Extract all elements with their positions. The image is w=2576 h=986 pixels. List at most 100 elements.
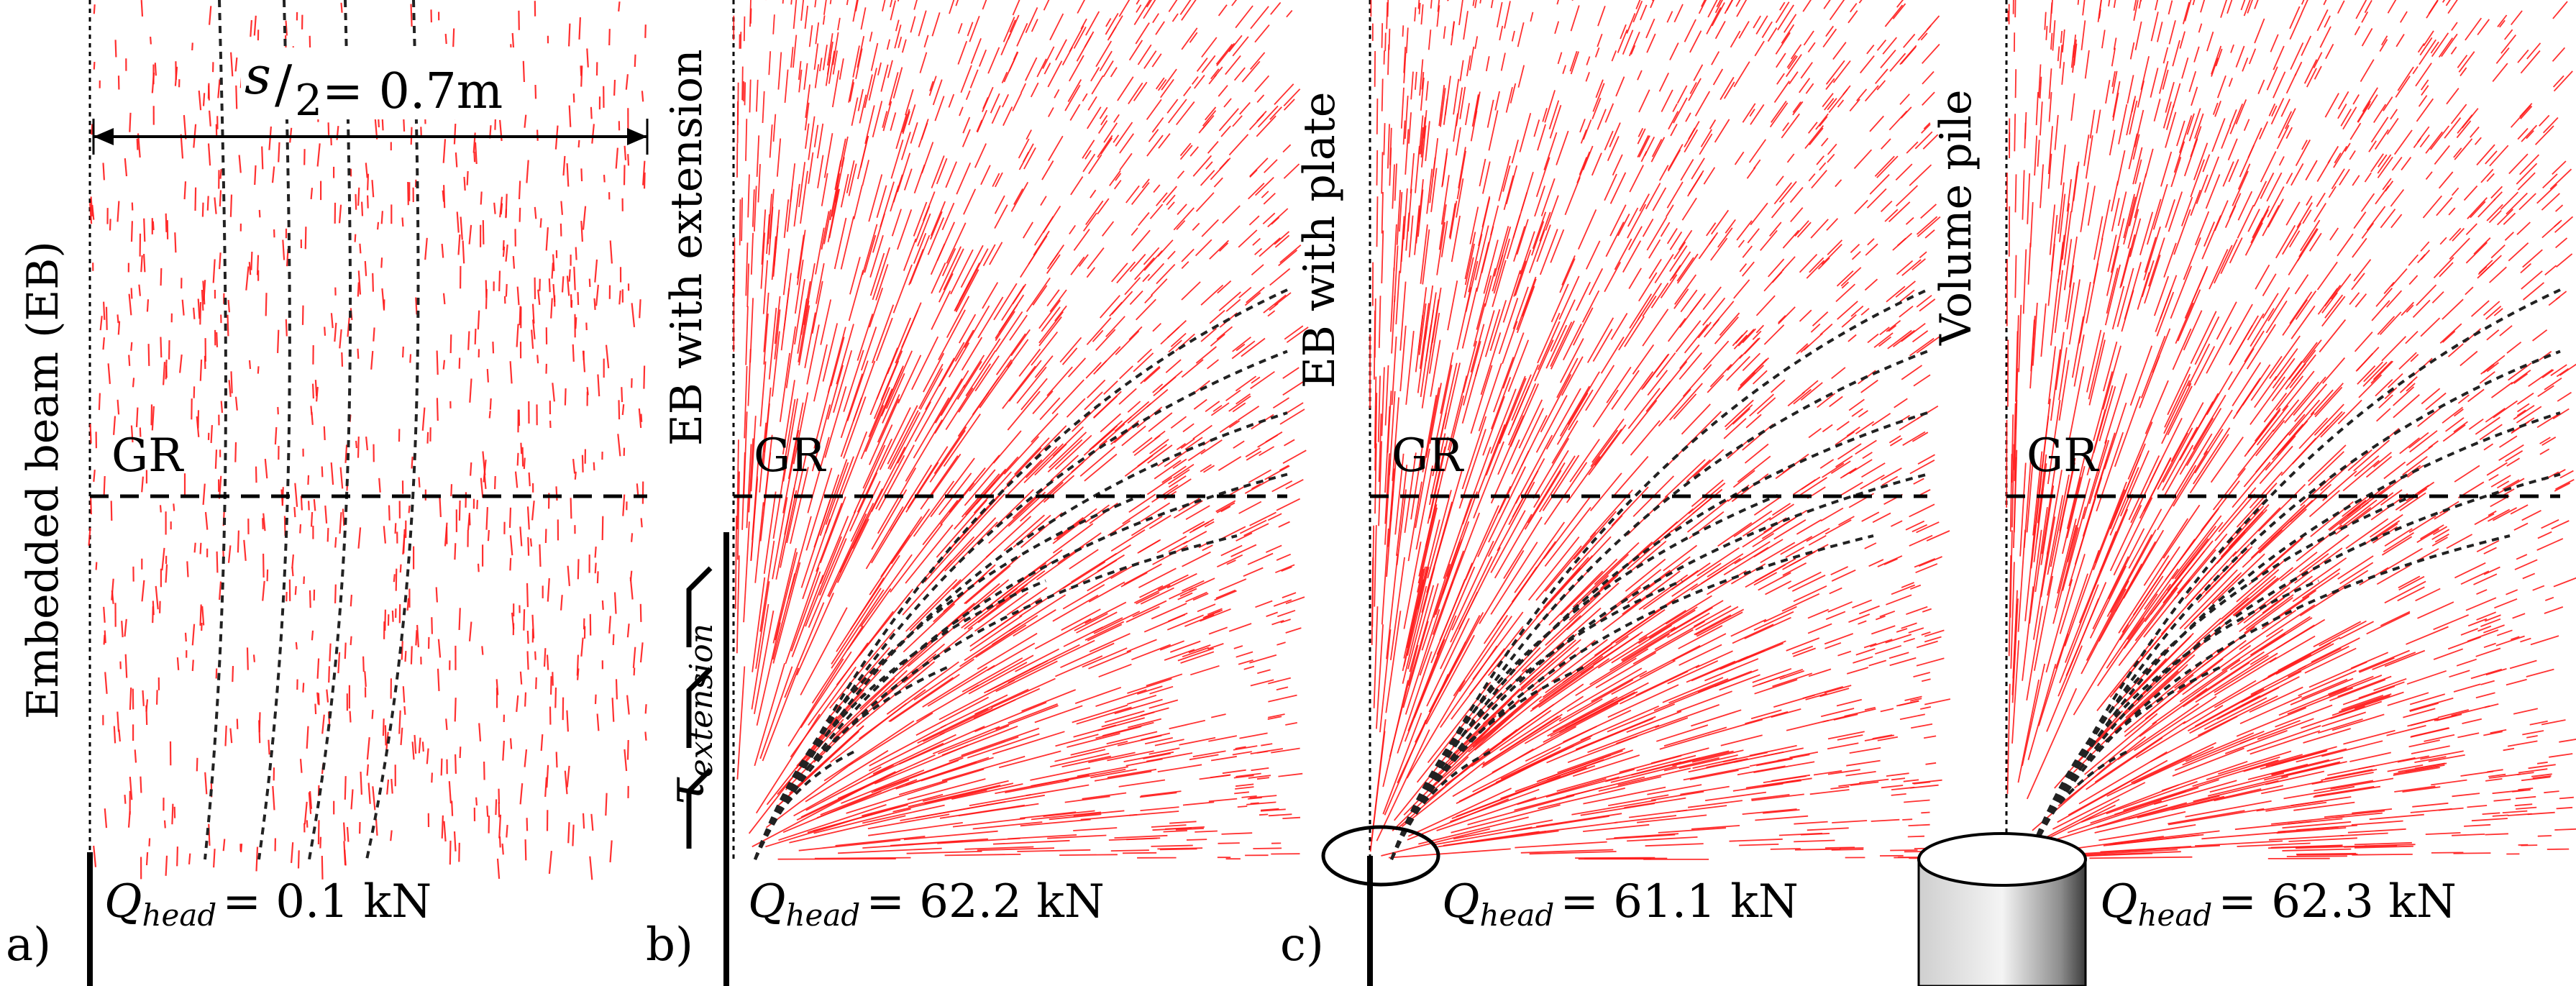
displacement-vector — [2270, 98, 2285, 125]
displacement-vector — [1055, 655, 1103, 677]
displacement-vector — [2405, 330, 2419, 344]
displacement-vector — [2196, 597, 2250, 644]
displacement-vector — [1008, 14, 1020, 40]
displacement-vector — [219, 190, 222, 207]
displacement-vector — [1418, 816, 1529, 845]
displacement-vector — [547, 578, 550, 602]
displacement-vector — [1069, 549, 1099, 570]
displacement-vector — [1708, 236, 1716, 245]
displacement-vector — [605, 344, 610, 369]
displacement-vector — [1039, 397, 1061, 421]
displacement-vector — [1702, 286, 1722, 311]
displacement-vector — [329, 643, 332, 662]
displacement-vector — [1381, 230, 1384, 284]
displacement-vector — [1492, 260, 1507, 307]
displacement-vector — [1166, 99, 1179, 114]
displacement-vector — [1534, 186, 1545, 217]
displacement-vector — [853, 444, 886, 513]
displacement-vector — [575, 247, 577, 260]
displacement-vector — [2502, 810, 2528, 813]
displacement-vector — [2081, 20, 2086, 50]
displacement-vector — [1392, 397, 1399, 481]
displacement-vector — [2417, 406, 2442, 427]
displacement-vector — [1189, 32, 1198, 43]
displacement-vector — [2555, 253, 2573, 268]
displacement-vector — [1124, 277, 1141, 296]
displacement-vector — [2324, 93, 2339, 118]
displacement-vector — [1135, 22, 1150, 45]
displacement-vector — [2465, 597, 2497, 611]
displacement-vector — [2420, 250, 2431, 260]
displacement-vector — [1048, 107, 1054, 117]
displacement-vector — [1776, 73, 1785, 85]
displacement-vector — [1047, 439, 1083, 473]
displacement-vector — [2111, 181, 2119, 212]
displacement-vector — [1113, 134, 1120, 143]
displacement-vector — [548, 850, 552, 875]
displacement-vector — [2380, 209, 2396, 229]
displacement-vector — [2062, 29, 2065, 53]
displacement-vector — [2093, 489, 2126, 570]
displacement-vector — [1566, 667, 1643, 712]
displacement-vector — [1875, 68, 1888, 84]
contour-line — [308, 0, 352, 860]
displacement-vector — [1133, 81, 1148, 101]
displacement-vector — [2175, 508, 2219, 565]
displacement-vector — [2096, 636, 2157, 711]
displacement-vector — [1156, 263, 1176, 285]
displacement-vector — [2139, 457, 2172, 519]
displacement-vector — [2420, 317, 2441, 337]
displacement-vector — [913, 232, 927, 264]
displacement-vector — [262, 580, 265, 601]
displacement-vector — [1896, 0, 1904, 8]
displacement-vector — [1382, 712, 1422, 815]
displacement-vector — [1456, 87, 1463, 127]
displacement-vector — [1538, 455, 1576, 513]
displacement-vector — [1064, 84, 1081, 111]
displacement-vector — [2305, 160, 2318, 181]
displacement-vector — [2048, 68, 2052, 99]
displacement-vector — [1819, 459, 1835, 469]
displacement-vector — [1544, 90, 1556, 123]
displacement-vector — [765, 762, 854, 828]
displacement-vector — [914, 386, 947, 442]
displacement-vector — [574, 471, 577, 480]
displacement-vector — [486, 805, 489, 817]
displacement-vector — [2314, 780, 2374, 792]
displacement-vector — [2058, 347, 2068, 401]
displacement-vector — [1409, 585, 1435, 672]
displacement-vector — [1781, 593, 1820, 612]
displacement-vector — [1780, 536, 1813, 555]
displacement-vector — [1872, 512, 1891, 524]
displacement-vector — [1920, 706, 1932, 710]
displacement-vector — [2415, 63, 2432, 87]
displacement-vector — [2186, 113, 2195, 135]
displacement-vector — [1233, 440, 1245, 449]
displacement-vector — [1778, 181, 1797, 203]
displacement-vector — [1263, 192, 1276, 205]
displacement-vector — [1208, 626, 1228, 635]
displacement-vector — [2352, 175, 2360, 186]
displacement-vector — [1786, 719, 1829, 731]
displacement-vector — [937, 837, 1020, 844]
displacement-vector — [421, 741, 424, 752]
displacement-vector — [2478, 260, 2493, 274]
displacement-vector — [1912, 524, 1927, 533]
displacement-vector — [1273, 599, 1292, 607]
displacement-vector — [756, 79, 759, 112]
displacement-vector — [905, 462, 939, 513]
displacement-vector — [1225, 389, 1241, 401]
displacement-vector — [1609, 122, 1621, 147]
displacement-vector — [1871, 625, 1896, 635]
displacement-vector — [1684, 324, 1709, 354]
displacement-vector — [2265, 300, 2288, 334]
displacement-vector — [2353, 439, 2390, 472]
q-subscript: head — [785, 898, 860, 933]
displacement-vector — [1147, 444, 1173, 464]
displacement-vector — [2271, 757, 2344, 776]
gr-label: GR — [111, 429, 184, 483]
displacement-vector — [2539, 448, 2550, 455]
displacement-vector — [2229, 109, 2237, 127]
displacement-vector — [1052, 523, 1094, 554]
displacement-vector — [1119, 133, 1135, 154]
